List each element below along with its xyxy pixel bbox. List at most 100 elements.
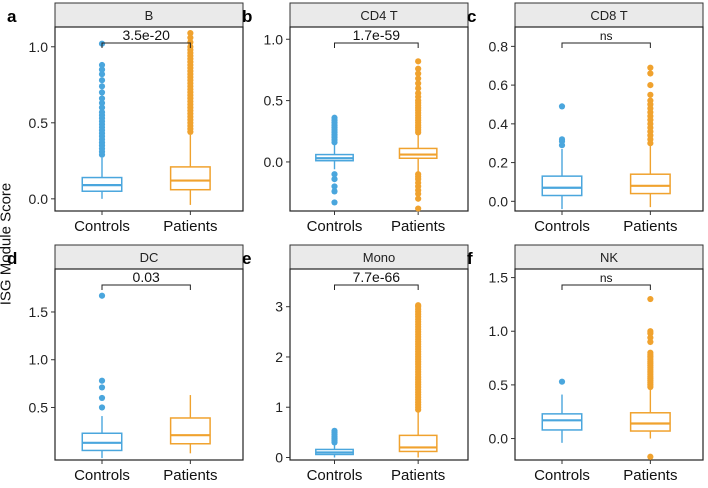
outlier-point <box>415 80 422 87</box>
y-tick-label: 0 <box>275 449 283 465</box>
p-value-label: 1.7e-59 <box>353 27 401 43</box>
y-tick-label: 1.0 <box>264 31 284 47</box>
panel-f: f NK 0.0 0.5 1.0 1.5 Controls Patients ns <box>467 244 704 484</box>
x-tick-label: Controls <box>74 218 130 235</box>
outlier-point <box>558 136 566 143</box>
outlier-point <box>647 349 654 356</box>
y-tick-label: 1 <box>275 399 283 415</box>
box-controls <box>541 378 583 443</box>
y-tick-label: 0.4 <box>489 116 509 132</box>
y-tick-label: 0.0 <box>264 154 284 170</box>
box-patients <box>629 295 671 460</box>
outlier-point <box>98 71 106 78</box>
significance-bracket <box>101 284 191 290</box>
outlier-point <box>558 378 566 385</box>
x-tick-label: Controls <box>307 467 363 484</box>
x-tick-label: Controls <box>74 467 130 484</box>
outlier-point <box>415 302 422 309</box>
outlier-point <box>331 171 338 178</box>
y-tick-label: 0.0 <box>489 193 509 209</box>
p-value-label: 3.5e-20 <box>122 27 170 43</box>
p-value-label: ns <box>600 271 613 285</box>
significance-bracket <box>561 284 651 290</box>
box-iqr <box>629 173 671 195</box>
outlier-point <box>647 334 654 341</box>
outlier-point <box>187 29 194 37</box>
box-patients <box>398 302 438 458</box>
outlier-point <box>415 58 422 65</box>
outlier-point <box>415 75 422 82</box>
outlier-point <box>647 338 654 346</box>
box-controls <box>81 40 123 199</box>
y-tick-label: 0.6 <box>489 77 509 93</box>
outlier-point <box>647 64 654 71</box>
panel-c: c CD8 T 0.0 0.2 0.4 0.6 0.8 Controls Patients ns <box>467 2 704 235</box>
y-tick-label: 1.5 <box>489 270 509 286</box>
panel-e: e Mono 0 1 2 3 Controls Patients 7.7e-66 <box>242 244 469 484</box>
y-tick-label: 1.0 <box>29 39 49 55</box>
facet-title: CD8 T <box>590 8 627 23</box>
x-tick-label: Patients <box>163 218 217 235</box>
facet-title: CD4 T <box>360 8 397 23</box>
outlier-point <box>331 183 338 190</box>
p-value-label: ns <box>600 29 613 43</box>
panel-letter: a <box>7 7 17 26</box>
box-iqr <box>629 412 671 432</box>
outlier-point <box>98 95 106 102</box>
x-tick-label: Patients <box>623 467 677 484</box>
panel-letter: c <box>467 7 476 26</box>
outlier-point <box>415 90 422 97</box>
y-tick-label: 0.8 <box>489 38 509 54</box>
facet-title: NK <box>600 250 618 265</box>
outlier-point <box>331 199 338 206</box>
facet-title: B <box>145 8 154 23</box>
facet-title: DC <box>140 250 159 265</box>
y-tick-label: 0.5 <box>489 377 509 393</box>
x-tick-label: Controls <box>307 218 363 235</box>
y-axis-title: ISG Module Score <box>0 182 15 306</box>
outlier-point <box>415 85 422 92</box>
outlier-point <box>98 377 106 384</box>
facet-strip <box>54 244 244 270</box>
x-tick-label: Controls <box>534 218 590 235</box>
box-patients <box>169 29 211 205</box>
panel-letter: b <box>242 7 252 26</box>
outlier-point <box>98 61 106 69</box>
outlier-point <box>415 70 422 77</box>
outlier-point <box>98 394 106 402</box>
y-tick-label: 2 <box>275 349 283 365</box>
outlier-point <box>647 82 654 89</box>
x-tick-label: Controls <box>534 467 590 484</box>
x-tick-label: Patients <box>391 467 445 484</box>
panel-letter: d <box>7 249 17 268</box>
box-iqr <box>398 434 438 453</box>
outlier-point <box>331 427 338 434</box>
panel-border <box>54 268 244 461</box>
x-tick-label: Patients <box>163 467 217 484</box>
outlier-point <box>647 295 654 303</box>
outlier-point <box>98 292 106 299</box>
box-patients <box>169 395 211 454</box>
significance-bracket <box>334 42 419 48</box>
outlier-point <box>98 109 106 116</box>
panel-a: a B 0.0 0.5 1.0 Controls Patients 3.5e-20 <box>7 2 244 235</box>
p-value-label: 7.7e-66 <box>353 269 401 285</box>
significance-bracket <box>101 42 191 48</box>
outlier-point <box>98 83 106 90</box>
x-tick-label: Patients <box>623 218 677 235</box>
outlier-point <box>98 404 106 411</box>
significance-bracket <box>334 284 419 290</box>
panel-border <box>514 268 704 461</box>
box-iqr <box>169 166 211 191</box>
box-controls <box>315 427 354 458</box>
outlier-point <box>98 384 106 391</box>
outlier-point <box>647 91 654 98</box>
box-patients <box>629 64 671 208</box>
y-tick-label: 1.0 <box>489 323 509 339</box>
panel-letter: e <box>242 249 251 268</box>
outlier-point <box>415 190 422 197</box>
box-iqr <box>541 413 583 431</box>
outlier-point <box>98 77 106 84</box>
box-patients <box>398 58 438 212</box>
panel-border <box>289 268 469 461</box>
